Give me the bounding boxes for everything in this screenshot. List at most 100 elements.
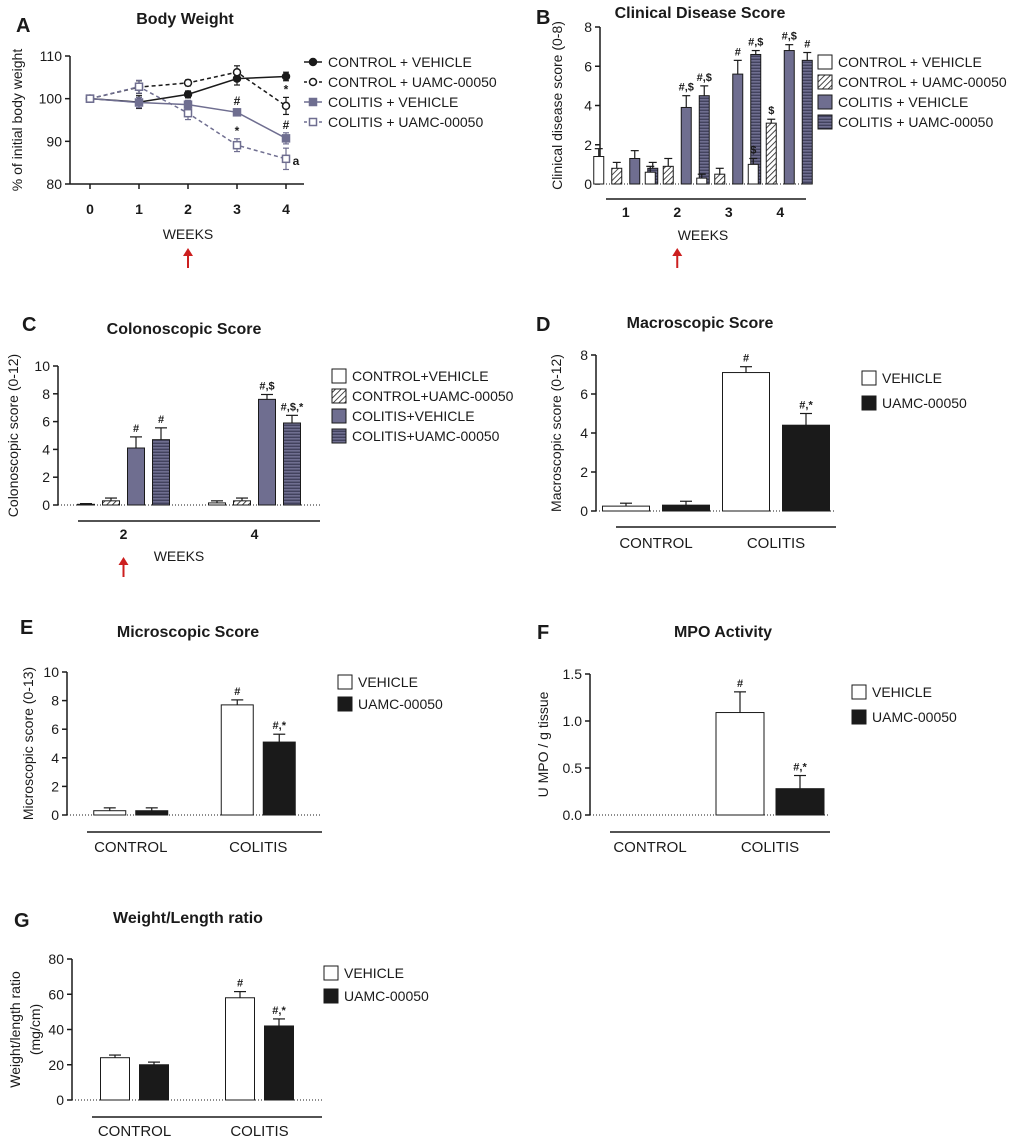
- y-tick-label: 1.5: [563, 666, 583, 682]
- category-group: CONTROL: [602, 500, 710, 552]
- x-category-label: 2: [673, 204, 681, 220]
- bar: [100, 1057, 130, 1101]
- category-group: CONTROL: [93, 807, 169, 856]
- bar: [698, 95, 710, 185]
- y-tick-label: 8: [51, 693, 59, 709]
- category-group: # #2: [77, 414, 170, 542]
- bar: [139, 1064, 169, 1101]
- significance-label: #: [743, 353, 749, 365]
- legend-swatch: [331, 388, 347, 404]
- data-point: [134, 82, 144, 91]
- data-point: [281, 154, 291, 164]
- data-point: [308, 57, 318, 67]
- legend-item: COLITIS+UAMC-00050: [331, 428, 500, 444]
- chart-C: C Colonoscopic Score 0 2 4 6 8 10 Colonoscopic s…: [5, 314, 514, 577]
- legend-swatch: [817, 94, 833, 110]
- bar: [629, 157, 641, 185]
- legend-label: COLITIS+UAMC-00050: [352, 428, 500, 444]
- legend-swatch: [331, 368, 347, 384]
- y-tick-label: 20: [48, 1057, 64, 1073]
- bar: [662, 165, 674, 185]
- y-axis-label: Clinical disease score (0-8): [549, 21, 565, 190]
- category-group: # #,* COLITIS: [225, 978, 294, 1140]
- legend-swatch: [861, 370, 877, 386]
- bar: [747, 163, 759, 185]
- series-colitis-uamc-00050: *a: [85, 79, 300, 171]
- y-tick-label: 6: [42, 414, 50, 430]
- y-tick-label: 10: [34, 358, 50, 374]
- significance-label: #: [158, 414, 164, 426]
- bar: [127, 447, 145, 506]
- data-point: [232, 140, 242, 150]
- legend-label: COLITIS + VEHICLE: [328, 94, 458, 110]
- legend-label: CONTROL+VEHICLE: [352, 368, 489, 384]
- legend-label: UAMC-00050: [872, 709, 957, 725]
- legend-item: CONTROL + UAMC-00050: [304, 74, 497, 90]
- significance-label: #,$: [259, 380, 274, 392]
- category-group: #,$ #,$,* 4: [208, 380, 304, 542]
- x-category-label: COLITIS: [229, 839, 287, 856]
- y-tick-label: 6: [51, 721, 59, 737]
- x-category-label: 2: [120, 526, 128, 542]
- significance-label: #,$,*: [281, 401, 304, 413]
- legend-label: UAMC-00050: [344, 988, 429, 1004]
- category-group: CONTROL: [613, 839, 686, 856]
- significance-label: #: [737, 678, 743, 690]
- panel-letter: F: [537, 622, 549, 644]
- data-point: [281, 72, 291, 81]
- y-axis-label: % of initial body weight: [9, 49, 25, 192]
- legend-item: COLITIS + UAMC-00050: [817, 114, 993, 130]
- legend-swatch: [817, 74, 833, 90]
- legend-item: VEHICLE: [337, 674, 418, 690]
- y-tick-label: 100: [39, 91, 63, 107]
- bar: [602, 505, 650, 512]
- bar: [644, 171, 656, 185]
- significance-label: $: [768, 105, 774, 117]
- bar: [765, 122, 777, 185]
- x-axis-label: WEEKS: [163, 226, 214, 242]
- x-category-label: 1: [622, 204, 630, 220]
- legend-swatch: [331, 408, 347, 424]
- bar: [696, 177, 708, 185]
- x-category-label: COLITIS: [741, 839, 799, 856]
- significance-label: #,*: [272, 1005, 286, 1017]
- y-tick-label: 80: [48, 951, 64, 967]
- significance-label: #: [234, 94, 241, 108]
- significance-label: $: [750, 144, 756, 156]
- y-tick-label: 6: [584, 58, 592, 74]
- y-axis-label: Microscopic score (0-13): [20, 667, 36, 820]
- significance-label: #: [234, 686, 240, 698]
- y-tick-label: 4: [580, 425, 588, 441]
- bar: [662, 504, 710, 512]
- legend-label: COLITIS + VEHICLE: [838, 94, 968, 110]
- bar: [283, 422, 301, 506]
- chart-title: Weight/Length ratio: [113, 910, 263, 927]
- significance-label: *: [284, 82, 289, 96]
- x-category-label: COLITIS: [230, 1123, 288, 1140]
- panel-letter: A: [16, 15, 30, 37]
- y-axis-label-unit: (mg/cm): [27, 1004, 43, 1055]
- bar: [611, 167, 623, 185]
- y-tick-label: 8: [580, 347, 588, 363]
- bar: [715, 712, 765, 816]
- y-axis-label: Macroscopic score (0-12): [548, 354, 564, 512]
- bar: [102, 500, 120, 506]
- y-tick-label: 40: [48, 1022, 64, 1038]
- significance-label: *: [235, 124, 240, 138]
- legend-swatch: [337, 696, 353, 712]
- legend-item: COLITIS+VEHICLE: [331, 408, 475, 424]
- x-category-label: CONTROL: [98, 1123, 171, 1140]
- category-group: $ $ #,$ #4: [747, 31, 813, 220]
- chart-B: B Clinical Disease Score 0 2 4 6 8 Clinical dis…: [536, 5, 1007, 268]
- bar: [783, 50, 795, 185]
- legend-item: COLITIS + VEHICLE: [304, 94, 458, 110]
- legend-label: CONTROL + VEHICLE: [838, 54, 982, 70]
- data-point: [308, 97, 318, 107]
- bar: [782, 424, 830, 512]
- legend-swatch: [323, 988, 339, 1004]
- significance-label: #: [283, 118, 290, 132]
- panel-letter: E: [20, 617, 33, 639]
- arrow-head: [672, 248, 683, 256]
- bar: [714, 173, 726, 185]
- legend-label: CONTROL + UAMC-00050: [838, 74, 1007, 90]
